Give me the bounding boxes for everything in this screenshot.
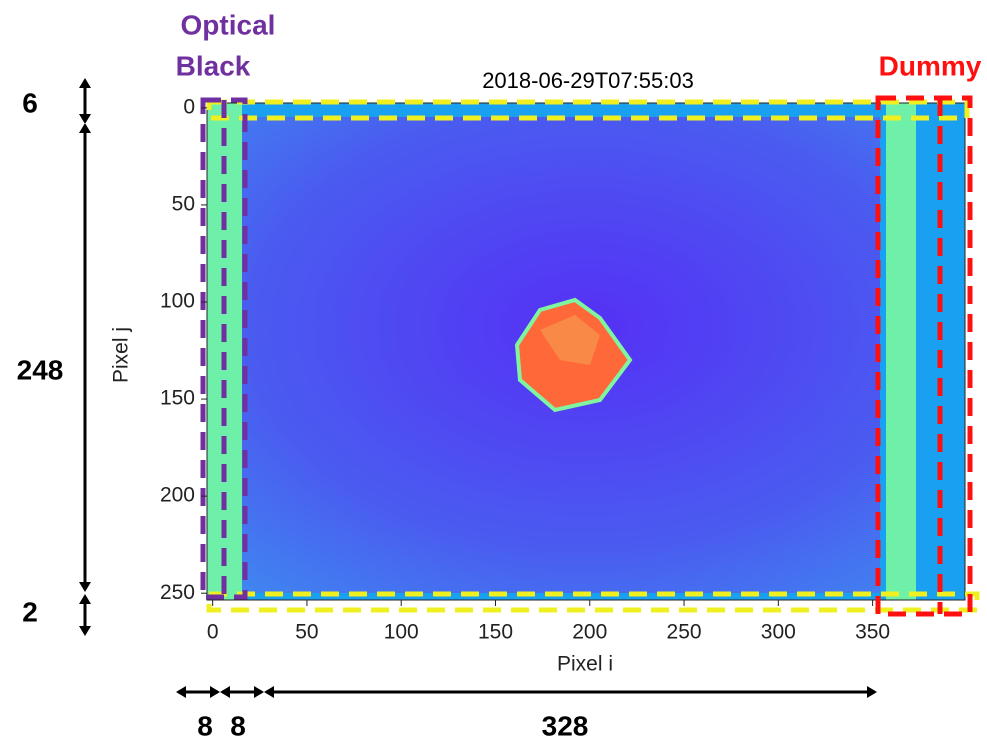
size-label: 248 [17,354,64,385]
optical-black-region [200,97,248,600]
region-label: Black [176,50,251,81]
top-rows [207,103,965,117]
y-tick-label: 0 [183,95,195,118]
x-tick-label: 150 [478,621,513,644]
x-tick-label: 50 [295,621,318,644]
asteroid-highlight [540,315,600,365]
y-tick-label: 100 [160,290,195,313]
size-label: 8 [230,710,246,741]
dummy-stripe [886,103,916,600]
x-tick-label: 100 [384,621,419,644]
y-axis-label: Pixel j [110,327,133,383]
chart-title: 2018-06-29T07:55:03 [482,68,694,93]
y-tick-label: 200 [160,484,195,507]
y-tick-label: 250 [160,581,195,604]
region-label: Optical [181,9,276,40]
x-tick-label: 0 [207,621,219,644]
x-tick-label: 350 [855,621,890,644]
region-label: Dummy [879,50,982,81]
size-label: 8 [197,710,213,741]
region-boxes [200,95,980,617]
size-label: 2 [22,596,38,627]
y-tick-label: 150 [160,387,195,410]
size-label: 6 [22,87,38,118]
dummy-region [875,95,973,617]
x-tick-label: 250 [667,621,702,644]
y-tick-label: 50 [172,192,195,215]
x-tick-label: 200 [572,621,607,644]
top-region [206,99,970,121]
image [207,103,965,600]
x-tick-label: 300 [761,621,796,644]
size-label: 328 [542,710,589,741]
x-axis-label: Pixel i [557,653,613,676]
